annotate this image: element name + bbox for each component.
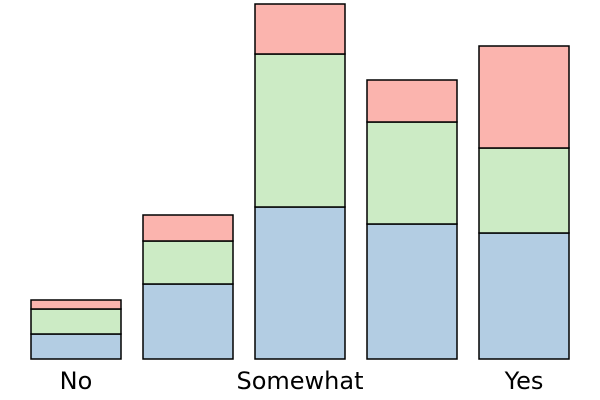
bar-segment — [30, 308, 122, 335]
bar-segment — [30, 333, 122, 360]
bar-segment — [366, 79, 458, 123]
bar-segment — [254, 3, 346, 55]
bar-segment — [30, 299, 122, 310]
bar-segment — [366, 121, 458, 225]
bar-segment — [254, 206, 346, 360]
bar-segment — [478, 232, 570, 360]
bar-segment — [254, 53, 346, 208]
bar-segment — [142, 240, 234, 285]
bar-segment — [142, 283, 234, 360]
bar-segment — [478, 147, 570, 234]
x-tick-label: Yes — [504, 367, 544, 395]
x-tick-label: No — [60, 367, 93, 395]
bar-segment — [478, 45, 570, 149]
bar-segment — [366, 223, 458, 360]
x-tick-label: Somewhat — [236, 367, 363, 395]
bar-segment — [142, 214, 234, 242]
